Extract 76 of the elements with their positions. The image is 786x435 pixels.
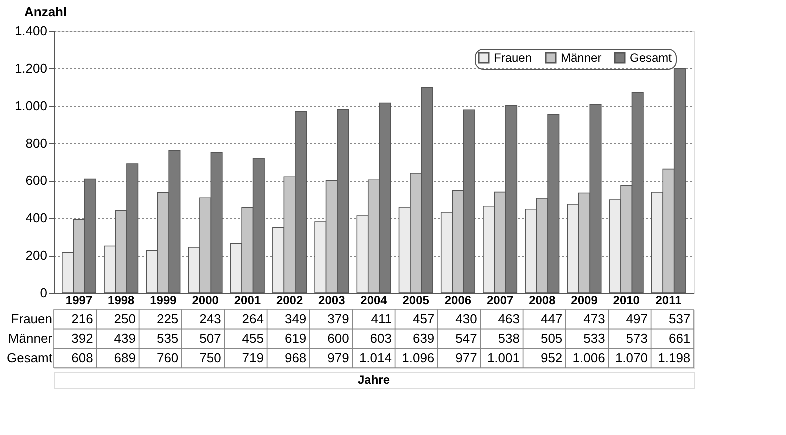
x-tick-label: 1997 <box>66 294 93 308</box>
data-label: 535 <box>156 331 179 346</box>
data-label: 250 <box>114 312 136 327</box>
x-tick-label: 2004 <box>360 294 388 308</box>
data-label: 411 <box>371 312 392 327</box>
data-label: 619 <box>284 331 307 346</box>
data-label: 225 <box>156 312 179 327</box>
data-label: 505 <box>540 331 563 346</box>
data-label: 603 <box>370 331 392 346</box>
data-label: 1.006 <box>572 350 606 366</box>
data-label: 533 <box>584 331 606 346</box>
data-label: 719 <box>242 350 264 366</box>
data-label: 457 <box>412 312 435 327</box>
data-label: 760 <box>156 350 179 366</box>
data-label: 573 <box>626 331 648 346</box>
data-label: 750 <box>200 350 222 366</box>
data-label: 1.198 <box>658 350 691 366</box>
x-tick-label: 2005 <box>402 294 430 308</box>
data-label: 608 <box>72 350 94 366</box>
data-label: 463 <box>498 312 520 327</box>
x-tick-label: 2002 <box>276 294 304 308</box>
data-label: 1.001 <box>487 350 520 366</box>
data-label: 661 <box>668 331 691 346</box>
x-tick-label: 2001 <box>234 294 262 308</box>
data-label: 537 <box>668 312 691 327</box>
data-label: 952 <box>540 350 563 366</box>
data-label: 979 <box>328 350 350 366</box>
legend-label: Frauen <box>494 51 532 65</box>
data-label: 349 <box>284 312 307 327</box>
data-label: 1.096 <box>402 350 435 366</box>
data-label: 538 <box>498 331 520 346</box>
text: Frauen <box>11 312 52 327</box>
y-tick-label: 0 <box>40 286 48 300</box>
legend-label: Männer <box>561 51 602 65</box>
data-label: 430 <box>456 312 478 327</box>
x-tick-label: 2010 <box>613 294 640 308</box>
legend-label: Gesamt <box>630 51 673 65</box>
x-tick-label: 1999 <box>150 294 178 308</box>
text: Männer <box>8 331 52 346</box>
data-label: 1.070 <box>615 350 648 366</box>
x-tick-label: 2009 <box>571 294 598 308</box>
data-label: 264 <box>242 312 264 327</box>
data-label: 392 <box>72 331 94 346</box>
y-tick-label: 1.200 <box>14 60 48 76</box>
x-tick-label: 2003 <box>318 294 346 308</box>
data-label: 447 <box>540 312 563 327</box>
x-tick-label: 2011 <box>656 294 682 308</box>
data-label: 507 <box>200 331 222 346</box>
x-tick-label: 2006 <box>444 294 472 308</box>
x-tick-label: 2000 <box>192 294 220 308</box>
data-label: 216 <box>72 312 94 327</box>
data-label: 379 <box>328 312 350 327</box>
y-tick-label: 1.000 <box>14 98 48 114</box>
y-tick-label: 600 <box>26 173 48 188</box>
data-label: 600 <box>328 331 350 346</box>
y-axis-title: Anzahl <box>24 4 68 20</box>
y-tick-label: 800 <box>26 136 48 151</box>
data-label: 439 <box>114 331 136 346</box>
x-tick-label: 1998 <box>108 294 136 308</box>
data-label: 497 <box>626 312 648 327</box>
y-tick-label: 1.400 <box>14 24 48 38</box>
data-label: 639 <box>412 331 435 346</box>
y-tick-label: 400 <box>26 210 48 226</box>
x-tick-label: 2008 <box>529 294 556 308</box>
data-label: 977 <box>456 350 478 366</box>
data-label: 455 <box>242 331 264 346</box>
y-tick-label: 200 <box>26 248 48 264</box>
data-label: 1.014 <box>359 350 392 366</box>
data-label: 547 <box>456 331 478 346</box>
data-label: 689 <box>114 350 136 366</box>
x-tick-label: 2007 <box>486 294 514 308</box>
data-label: 473 <box>584 312 606 327</box>
data-label: 243 <box>200 312 222 327</box>
text: Jahre <box>358 373 390 387</box>
data-label: 968 <box>284 350 307 366</box>
text: Gesamt <box>6 350 52 366</box>
